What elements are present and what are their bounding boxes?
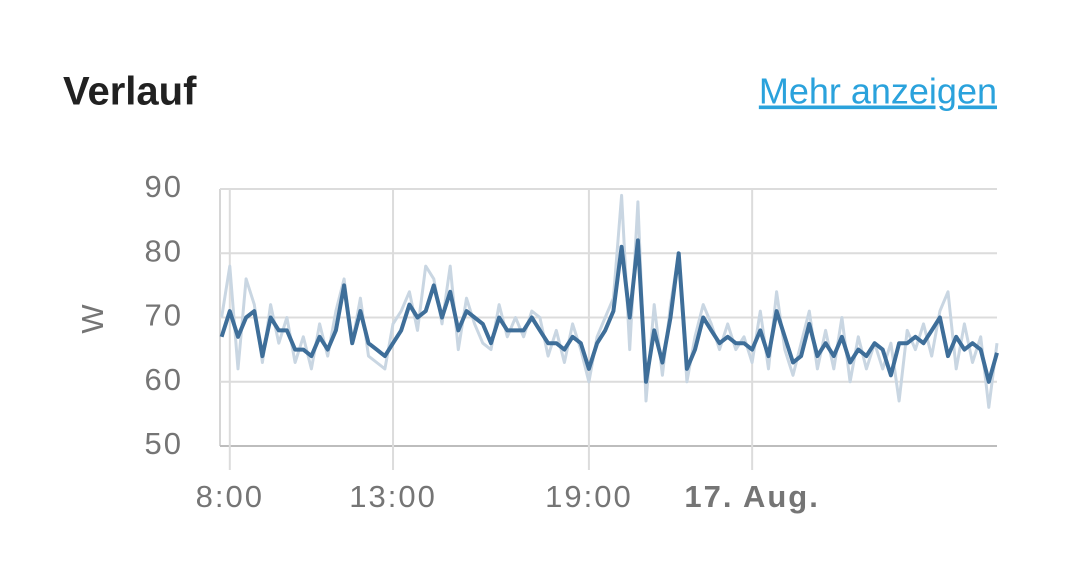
- x-tick-label: 13:00: [349, 479, 437, 514]
- y-tick-label: 90: [145, 169, 183, 204]
- card-title: Verlauf: [63, 70, 197, 114]
- x-tick-label: 17. Aug.: [684, 479, 819, 514]
- series-line: [219, 238, 999, 384]
- x-tick-label: 19:00: [545, 479, 633, 514]
- more-link[interactable]: Mehr anzeigen: [759, 71, 997, 112]
- y-tick-label: 50: [145, 426, 183, 461]
- y-tick-label: 70: [145, 298, 183, 333]
- x-tick-label: 8:00: [196, 479, 264, 514]
- series-line: [220, 193, 999, 409]
- y-tick-label: 60: [145, 362, 183, 397]
- y-tick-label: 80: [145, 233, 183, 268]
- y-axis-label: W: [75, 302, 110, 333]
